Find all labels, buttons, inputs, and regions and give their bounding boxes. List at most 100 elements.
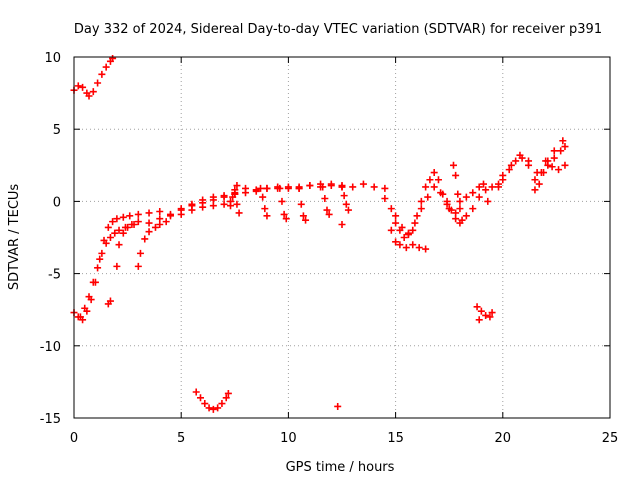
x-tick-label: 0 bbox=[70, 431, 78, 446]
data-point bbox=[96, 255, 104, 263]
data-point bbox=[422, 183, 430, 191]
data-point bbox=[188, 206, 196, 214]
data-point bbox=[561, 143, 569, 151]
series-afternoon-e bbox=[449, 161, 466, 224]
series-rise-track-b bbox=[76, 221, 138, 321]
data-point bbox=[454, 190, 462, 198]
data-point bbox=[115, 226, 123, 234]
data-point bbox=[535, 180, 543, 188]
data-point bbox=[233, 182, 241, 190]
data-point bbox=[338, 183, 346, 191]
data-point bbox=[344, 206, 352, 214]
y-tick-label: -15 bbox=[40, 412, 61, 427]
data-point bbox=[417, 205, 425, 213]
data-point bbox=[544, 157, 552, 165]
data-point bbox=[413, 212, 421, 220]
plot-frame bbox=[73, 56, 611, 419]
data-point bbox=[109, 218, 117, 226]
data-point bbox=[381, 184, 389, 192]
y-tick-label: 0 bbox=[53, 195, 61, 210]
series-dip-a bbox=[229, 189, 243, 217]
data-point bbox=[392, 219, 400, 227]
data-point bbox=[222, 394, 230, 402]
data-point bbox=[359, 180, 367, 188]
series-dip-d bbox=[295, 184, 310, 224]
data-point bbox=[259, 193, 267, 201]
data-point bbox=[263, 184, 271, 192]
data-point bbox=[417, 197, 425, 205]
data-point bbox=[319, 183, 327, 191]
data-point bbox=[104, 223, 112, 231]
data-point bbox=[306, 182, 314, 190]
data-point bbox=[396, 241, 404, 249]
data-point bbox=[402, 244, 410, 252]
data-point bbox=[482, 186, 490, 194]
data-point bbox=[340, 192, 348, 200]
data-point bbox=[134, 210, 142, 218]
series-afternoon-b bbox=[392, 183, 451, 237]
data-point bbox=[280, 210, 288, 218]
data-point bbox=[533, 169, 541, 177]
data-point bbox=[411, 219, 419, 227]
data-point bbox=[89, 278, 97, 286]
data-point bbox=[229, 193, 237, 201]
data-point bbox=[284, 183, 292, 191]
data-point bbox=[475, 316, 483, 324]
data-point bbox=[387, 226, 395, 234]
data-point bbox=[124, 223, 132, 231]
data-point bbox=[282, 215, 290, 223]
data-point bbox=[136, 249, 144, 257]
data-point bbox=[220, 193, 228, 201]
data-point bbox=[299, 212, 307, 220]
data-point bbox=[426, 176, 434, 184]
data-point bbox=[540, 169, 548, 177]
data-point bbox=[156, 215, 164, 223]
data-point bbox=[119, 229, 127, 237]
data-point bbox=[449, 161, 457, 169]
data-point bbox=[482, 311, 490, 319]
data-point bbox=[452, 215, 460, 223]
data-point bbox=[400, 234, 408, 241]
data-point bbox=[192, 388, 200, 396]
data-point bbox=[231, 189, 239, 197]
data-point bbox=[458, 216, 466, 224]
data-point bbox=[257, 184, 265, 192]
data-point bbox=[79, 83, 87, 91]
data-point bbox=[115, 241, 123, 249]
data-point bbox=[548, 163, 556, 171]
data-point bbox=[113, 262, 121, 270]
series-evening-c bbox=[531, 157, 569, 194]
x-tick-label: 15 bbox=[387, 431, 404, 446]
data-point bbox=[424, 193, 432, 201]
data-point bbox=[263, 212, 271, 220]
data-point bbox=[499, 171, 507, 179]
data-point bbox=[505, 166, 513, 174]
data-point bbox=[404, 229, 412, 237]
data-point bbox=[561, 161, 569, 169]
data-point bbox=[224, 389, 232, 397]
data-point bbox=[475, 193, 483, 201]
data-point bbox=[126, 212, 134, 220]
data-point bbox=[531, 176, 539, 184]
data-point bbox=[145, 228, 153, 236]
data-point bbox=[392, 238, 400, 246]
y-axis-ticks: 10 5 0 -5 -10 -15 bbox=[40, 51, 61, 427]
data-point bbox=[134, 218, 142, 226]
x-axis-label: GPS time / hours bbox=[286, 460, 395, 475]
data-point bbox=[141, 235, 149, 243]
x-axis-ticks: 0 5 10 15 20 25 bbox=[70, 431, 618, 446]
data-point bbox=[278, 197, 286, 205]
data-point bbox=[276, 184, 284, 192]
x-tick-label: 25 bbox=[602, 431, 619, 446]
data-point bbox=[302, 216, 310, 224]
data-point bbox=[507, 161, 515, 169]
series-low-arc bbox=[192, 388, 232, 413]
data-point bbox=[162, 218, 170, 226]
series-rise-track-c bbox=[113, 218, 142, 270]
data-point bbox=[325, 210, 333, 218]
data-point bbox=[469, 189, 477, 197]
data-point bbox=[145, 209, 153, 217]
data-point bbox=[531, 186, 539, 194]
y-axis-label: SDTVAR / TECUs bbox=[7, 184, 22, 291]
data-point bbox=[98, 70, 106, 78]
